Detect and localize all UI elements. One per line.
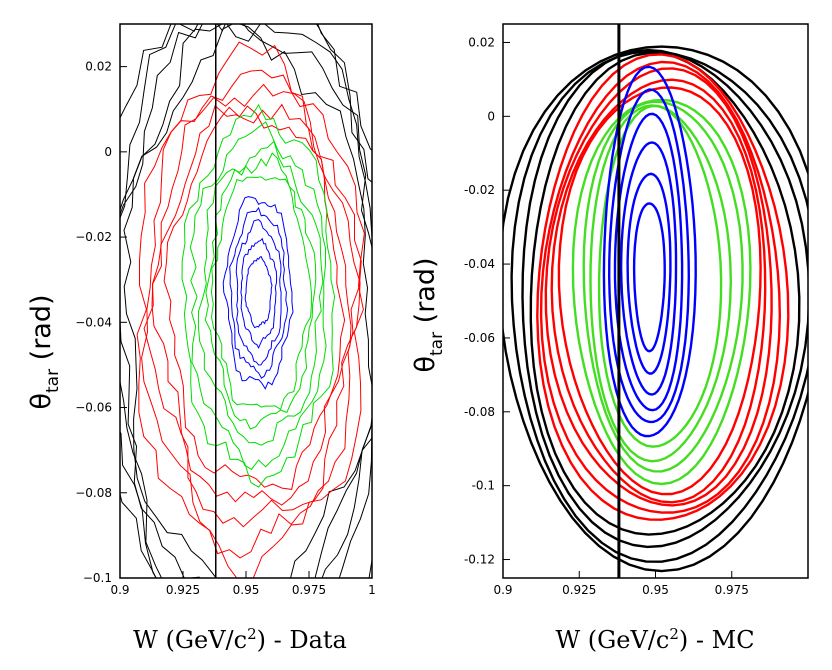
data-xtick-label: 1 [368, 583, 376, 597]
data-contour-level-3 [120, 24, 372, 578]
data-contour-level-15 [222, 196, 294, 390]
data-contour-level-16 [229, 206, 289, 379]
data-contour-level-4 [123, 24, 372, 578]
mc-contour-level-10 [582, 100, 744, 473]
data-ytick-label: 0.02 [85, 60, 112, 74]
mc-contour-level-4 [536, 53, 790, 521]
data-contour-level-14 [210, 176, 312, 411]
mc-contour-level-6 [544, 67, 773, 507]
mc-contour-level-5 [539, 60, 782, 514]
data-contour-level-2 [120, 24, 372, 578]
data-ytick-label: −0.06 [75, 401, 112, 415]
mc-ytick-label: -0.1 [472, 479, 495, 493]
data-contour-level-13 [204, 152, 317, 430]
mc-y-axis-label: θtar (rad) [410, 257, 447, 372]
data-contour-level-19 [244, 256, 273, 329]
mc-contour-level-13 [602, 65, 697, 438]
data-contours [120, 24, 372, 578]
mc-tick-labels: 0.02 0 -0.02 -0.04 -0.06 -0.08 -0.1 -0.12 0.9 0.9… [464, 35, 749, 597]
mc-contour-level-9 [571, 98, 752, 486]
data-contour-level-17 [235, 219, 282, 366]
mc-contour-level-15 [613, 112, 684, 412]
mc-contour-level-0 [503, 45, 808, 573]
data-tick-labels: 0.02 0 −0.02 −0.04 −0.06 −0.08 −0.10.9 0.925 0.9… [75, 60, 376, 597]
mc-xtick-label: 0.975 [715, 583, 749, 597]
mc-contours [503, 45, 808, 573]
mc-ytick-label: -0.12 [464, 553, 495, 567]
data-y-axis-label: θtar (rad) [26, 294, 63, 409]
mc-contour-level-1 [510, 50, 808, 563]
mc-ytick-label: -0.06 [464, 331, 495, 345]
mc-contour-level-12 [597, 104, 723, 448]
data-x-axis-label: W (GeV/c2) - Data [133, 625, 347, 654]
mc-xtick-label: 0.925 [562, 583, 596, 597]
mc-contour-level-3 [529, 51, 801, 536]
data-contour-level-6 [141, 69, 362, 559]
mc-contour-level-8 [557, 86, 762, 496]
data-contour-level-18 [240, 237, 278, 349]
mc-x-axis-label: W (GeV/c2) - MC [555, 625, 754, 654]
mc-contour-level-11 [589, 104, 733, 463]
mc-xtick-label: 0.95 [642, 583, 669, 597]
data-xtick-label: 0.9 [110, 583, 129, 597]
mc-ytick-label: -0.04 [464, 257, 495, 271]
data-contour-level-9 [163, 105, 346, 490]
data-contour-level-1 [120, 24, 372, 578]
mc-ytick-label: 0.02 [468, 35, 495, 49]
mc-xtick-label: 0.9 [493, 583, 512, 597]
data-ytick-label: 0 [104, 145, 112, 159]
data-contour-level-0 [120, 24, 372, 578]
data-contour-level-12 [197, 140, 324, 446]
data-xtick-label: 0.95 [233, 583, 260, 597]
mc-contour-level-7 [550, 78, 767, 504]
data-xtick-label: 0.975 [292, 583, 326, 597]
data-xtick-label: 0.925 [166, 583, 200, 597]
data-ytick-label: −0.08 [75, 486, 112, 500]
data-ytick-label: −0.1 [83, 571, 112, 585]
mc-contour-level-18 [632, 202, 666, 353]
data-contour-level-11 [189, 121, 327, 471]
data-ytick-label: −0.02 [75, 230, 112, 244]
mc-ytick-label: -0.02 [464, 183, 495, 197]
mc-panel: 0.02 0 -0.02 -0.04 -0.06 -0.08 -0.1 -0.12 0.9 0.9… [410, 23, 809, 654]
data-contour-level-10 [181, 103, 336, 488]
data-contour-level-8 [151, 103, 352, 506]
mc-contour-level-14 [607, 88, 691, 424]
data-contour-level-7 [143, 83, 361, 528]
mc-contour-level-17 [626, 172, 672, 375]
mc-ytick-label: -0.08 [464, 405, 495, 419]
mc-ytick-label: 0 [487, 109, 495, 123]
data-ytick-label: −0.04 [75, 315, 112, 329]
mc-contour-level-2 [521, 48, 808, 549]
mc-contour-level-16 [619, 141, 678, 396]
